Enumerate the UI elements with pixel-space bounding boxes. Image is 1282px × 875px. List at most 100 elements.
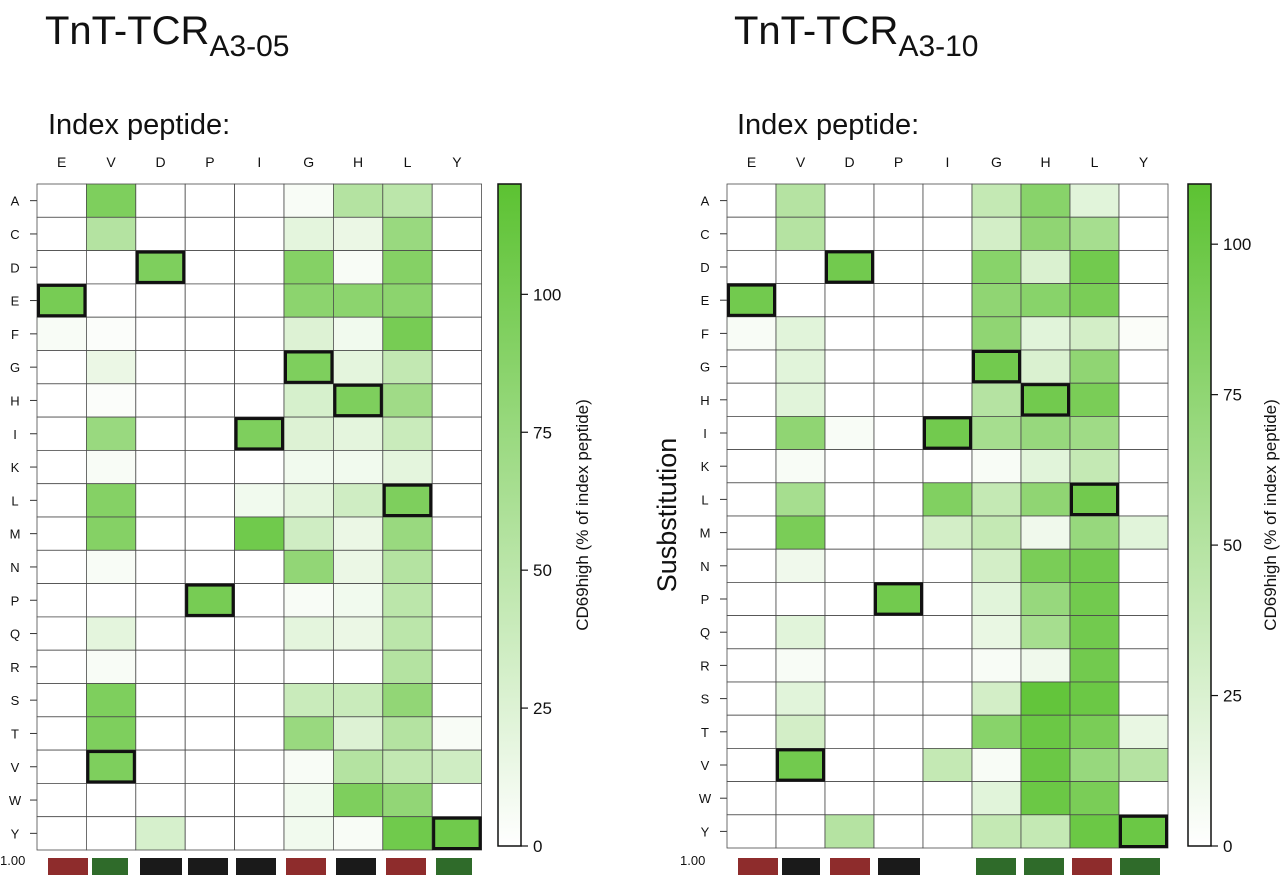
row-label-k: K xyxy=(701,459,710,474)
heatmap-cell xyxy=(135,216,186,252)
heatmap-cell xyxy=(922,415,973,450)
heatmap-cell xyxy=(971,183,1022,218)
index-cell-highlight xyxy=(923,416,972,450)
heatmap-cell xyxy=(1069,449,1120,484)
heatmap-cell xyxy=(1069,748,1120,783)
heatmap-cell xyxy=(86,516,137,551)
y-axis-label: Susbstitution xyxy=(652,438,682,593)
column-label-v: V xyxy=(106,154,116,170)
heatmap-cell xyxy=(1069,681,1120,716)
heatmap-cell xyxy=(184,583,235,618)
heatmap-cell xyxy=(873,814,924,849)
heatmap-cell xyxy=(873,681,924,716)
heatmap-cell xyxy=(775,781,826,816)
heatmap-cell xyxy=(234,183,285,218)
heatmap-cell xyxy=(184,649,235,684)
heatmap-cell xyxy=(775,382,826,417)
row-label-v: V xyxy=(11,760,20,775)
heatmap-cell xyxy=(86,416,137,451)
panel-1-colorbar: 0 25 50 75 100 xyxy=(497,183,561,856)
heatmap-cell xyxy=(726,748,777,783)
heatmap-cell xyxy=(1069,615,1120,650)
heatmap-cell xyxy=(36,283,87,318)
row-label-g: G xyxy=(700,360,710,375)
row-label-a: A xyxy=(11,194,20,209)
heatmap-cell xyxy=(775,748,826,783)
heatmap-cell xyxy=(824,249,875,284)
heatmap-cell xyxy=(726,249,777,284)
heatmap-cell xyxy=(36,383,87,418)
heatmap-cell xyxy=(332,649,384,684)
heatmap-cell xyxy=(36,250,87,285)
row-label-l: L xyxy=(701,492,708,507)
heatmap-cell xyxy=(184,383,235,418)
logo-letter-h xyxy=(336,858,376,875)
heatmap-cell xyxy=(726,714,777,749)
heatmap-cell xyxy=(1118,349,1169,384)
index-cell-highlight xyxy=(185,583,235,617)
heatmap-cell xyxy=(824,415,875,450)
heatmap-cell xyxy=(283,616,334,651)
heatmap-cell xyxy=(971,249,1022,284)
heatmap-cell xyxy=(283,516,334,551)
heatmap-cell xyxy=(382,749,433,784)
index-cell-highlight xyxy=(776,748,825,782)
heatmap-cell xyxy=(1118,781,1169,816)
colorbar-tick-label: 75 xyxy=(533,423,552,442)
colorbar-tick-label: 75 xyxy=(1223,386,1242,405)
heatmap-cell xyxy=(36,183,87,218)
heatmap-cell xyxy=(332,483,384,518)
heatmap-cell xyxy=(431,683,483,718)
heatmap-cell xyxy=(873,183,924,218)
heatmap-cell xyxy=(184,183,235,218)
heatmap-cell xyxy=(36,749,87,784)
heatmap-cell xyxy=(332,816,384,851)
index-cell-highlight xyxy=(1119,814,1168,848)
column-label-h: H xyxy=(353,154,363,170)
row-label-e: E xyxy=(701,293,710,308)
colorbar-tick-label: 25 xyxy=(533,699,552,718)
heatmap-cell xyxy=(824,781,875,816)
row-label-d: D xyxy=(10,260,19,275)
heatmap-cell xyxy=(184,683,235,718)
heatmap-cell xyxy=(1069,548,1120,583)
heatmap-cell xyxy=(283,183,334,218)
heatmap-cell xyxy=(873,249,924,284)
heatmap-cell xyxy=(726,515,777,550)
heatmap-cell xyxy=(283,449,334,485)
heatmap-cell xyxy=(36,483,87,518)
heatmap-cell xyxy=(1020,615,1071,650)
heatmap-cell xyxy=(86,183,137,218)
heatmap-cell xyxy=(86,216,137,252)
heatmap-cell xyxy=(726,681,777,716)
heatmap-cell xyxy=(283,283,334,318)
heatmap-cell xyxy=(1069,415,1120,450)
heatmap-cell xyxy=(922,714,973,749)
heatmap-cell xyxy=(971,548,1022,583)
heatmap-cell xyxy=(824,548,875,583)
heatmap-cell xyxy=(1118,648,1169,683)
heatmap-cell xyxy=(873,582,924,617)
logo-letter-l xyxy=(1072,858,1112,875)
heatmap-cell xyxy=(36,350,87,385)
heatmap-cell xyxy=(726,781,777,816)
column-label-g: G xyxy=(991,154,1002,170)
row-label-s: S xyxy=(11,693,20,708)
column-label-y: Y xyxy=(1139,154,1149,170)
heatmap-cell xyxy=(726,216,777,251)
heatmap-cell xyxy=(1118,216,1169,251)
index-cell-highlight xyxy=(284,350,334,384)
heatmap-cell xyxy=(234,250,285,285)
heatmap-cell xyxy=(824,183,875,218)
heatmap-cell xyxy=(873,714,924,749)
heatmap-cell xyxy=(36,549,87,584)
logo-letter-p xyxy=(188,858,228,875)
heatmap-cell xyxy=(431,350,483,385)
heatmap-cell xyxy=(775,582,826,617)
heatmap-cell xyxy=(86,483,137,518)
heatmap-cell xyxy=(382,783,433,818)
heatmap-cell xyxy=(135,583,186,618)
heatmap-cell xyxy=(86,649,137,684)
heatmap-cell xyxy=(1020,681,1071,716)
index-cell-highlight xyxy=(727,283,776,317)
